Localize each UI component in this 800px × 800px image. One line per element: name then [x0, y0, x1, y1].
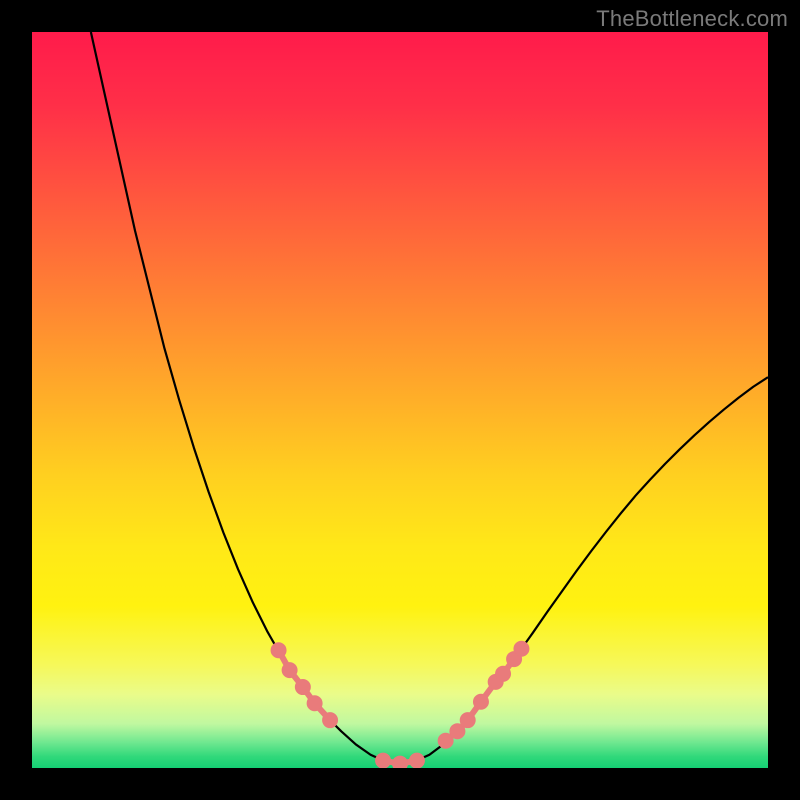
curve-layer [32, 32, 768, 768]
data-marker [514, 641, 529, 656]
data-marker [460, 713, 475, 728]
data-marker [295, 680, 310, 695]
bottleneck-curve [91, 32, 768, 764]
data-marker [393, 756, 408, 768]
data-marker [271, 643, 286, 658]
data-marker [496, 666, 511, 681]
watermark-text: TheBottleneck.com [596, 6, 788, 32]
data-marker [307, 696, 322, 711]
chart-frame: TheBottleneck.com [0, 0, 800, 800]
data-marker [282, 663, 297, 678]
data-marker [376, 753, 391, 768]
plot-area [32, 32, 768, 768]
data-marker [409, 753, 424, 768]
data-marker [473, 694, 488, 709]
data-marker [323, 713, 338, 728]
